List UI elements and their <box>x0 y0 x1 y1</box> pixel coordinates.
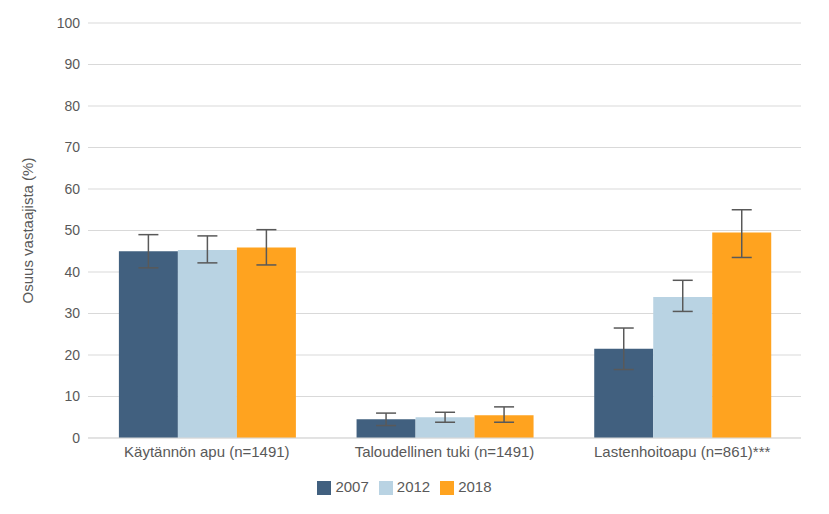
svg-text:50: 50 <box>64 222 80 238</box>
svg-text:60: 60 <box>64 181 80 197</box>
svg-text:100: 100 <box>57 15 81 31</box>
svg-text:90: 90 <box>64 56 80 72</box>
html-text:2018: 2018 <box>458 478 492 495</box>
svg-text:30: 30 <box>64 305 80 321</box>
svg-text:40: 40 <box>64 264 80 280</box>
html-text:2012: 2012 <box>396 478 431 495</box>
svg-text:Taloudellinen tuki (n=1491): Taloudellinen tuki (n=1491) <box>355 443 535 460</box>
svg-text:0: 0 <box>72 430 80 446</box>
svg-text:10: 10 <box>64 388 80 404</box>
svg-text:Lastenhoitoapu (n=861)***: Lastenhoitoapu (n=861)*** <box>594 443 771 460</box>
svg-text:70: 70 <box>64 139 80 155</box>
svg-text:20: 20 <box>64 347 80 363</box>
html-text:2007: 2007 <box>335 478 369 495</box>
svg-text:Käytännön apu (n=1491): Käytännön apu (n=1491) <box>124 443 290 460</box>
svg-text:80: 80 <box>64 98 80 114</box>
svg-text:Osuus vastaajista (%): Osuus vastaajista (%) <box>19 158 36 304</box>
